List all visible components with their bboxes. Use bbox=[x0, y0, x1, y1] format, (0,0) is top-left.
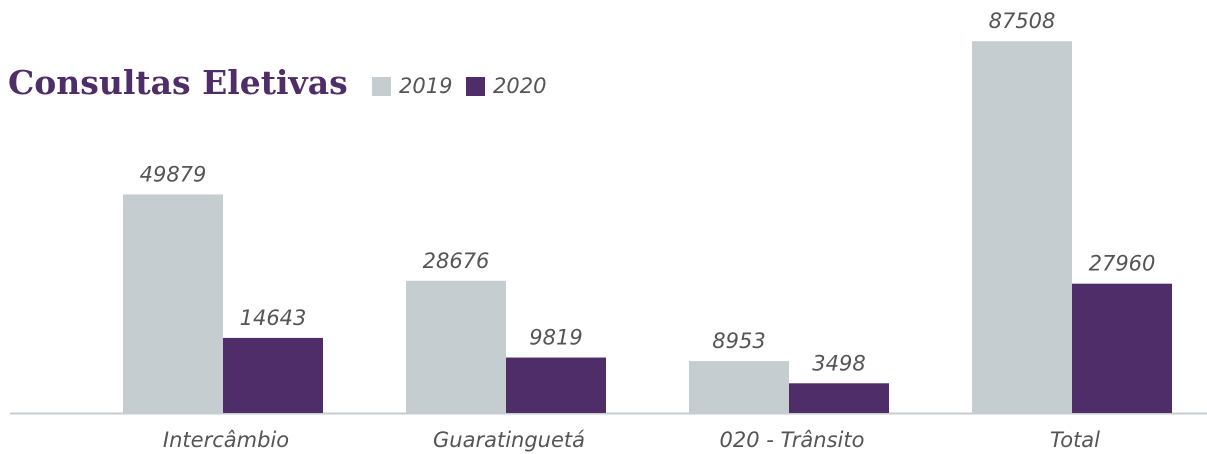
data-label: 49879 bbox=[140, 162, 207, 186]
x-tick-label: Total bbox=[1050, 428, 1100, 452]
legend-swatch bbox=[372, 77, 391, 96]
legend-label: 2019 bbox=[399, 74, 452, 98]
chart-title: Consultas Eletivas bbox=[8, 63, 348, 102]
data-label: 28676 bbox=[423, 249, 490, 273]
data-label: 27960 bbox=[1089, 252, 1156, 276]
data-label: 8953 bbox=[712, 329, 765, 353]
data-label: 14643 bbox=[240, 306, 307, 330]
x-tick-label: Guaratinguetá bbox=[433, 428, 585, 452]
bar bbox=[689, 361, 789, 413]
bar bbox=[223, 337, 323, 413]
data-label: 3498 bbox=[812, 351, 865, 375]
bar bbox=[1072, 283, 1172, 413]
legend-label: 2020 bbox=[493, 74, 546, 98]
bar bbox=[406, 280, 506, 413]
data-label: 87508 bbox=[989, 9, 1056, 33]
bar bbox=[789, 383, 889, 413]
data-label: 9819 bbox=[529, 326, 582, 350]
bar bbox=[506, 357, 606, 413]
legend-swatch bbox=[466, 77, 485, 96]
x-tick-label: Intercâmbio bbox=[163, 428, 289, 452]
bar bbox=[972, 41, 1072, 413]
x-tick-label: 020 - Trânsito bbox=[720, 428, 865, 452]
bar bbox=[123, 194, 223, 413]
